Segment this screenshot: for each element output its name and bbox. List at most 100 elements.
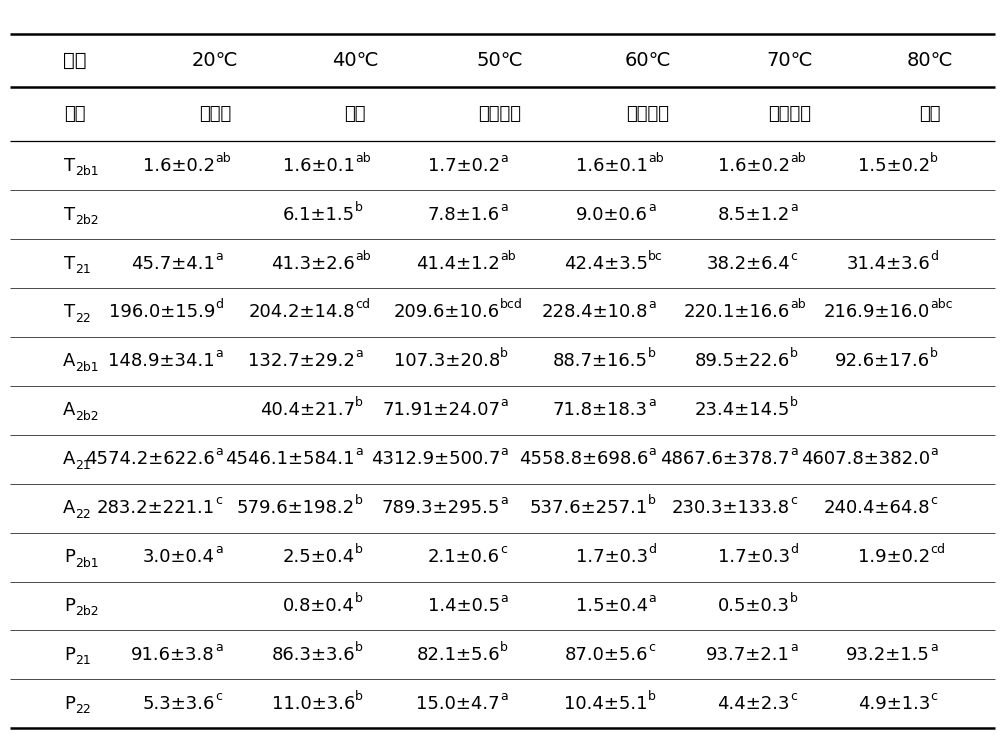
Text: 1.5±0.2: 1.5±0.2 (858, 157, 930, 175)
Text: P: P (64, 646, 75, 664)
Text: 71.8±18.3: 71.8±18.3 (553, 401, 648, 419)
Text: a: a (500, 495, 508, 507)
Text: 4867.6±378.7: 4867.6±378.7 (660, 450, 790, 468)
Text: 204.2±14.8: 204.2±14.8 (248, 303, 355, 321)
Text: cd: cd (930, 543, 945, 556)
Text: T: T (64, 255, 75, 273)
Text: 半熟偏生: 半熟偏生 (479, 105, 522, 123)
Text: 2b1: 2b1 (75, 557, 99, 569)
Text: 93.2±1.5: 93.2±1.5 (846, 646, 930, 664)
Text: 4546.1±584.1: 4546.1±584.1 (226, 450, 355, 468)
Text: 11.0±3.6: 11.0±3.6 (272, 695, 355, 713)
Text: c: c (790, 495, 797, 507)
Text: T: T (64, 157, 75, 175)
Text: 93.7±2.1: 93.7±2.1 (706, 646, 790, 664)
Text: 579.6±198.2: 579.6±198.2 (237, 499, 355, 517)
Text: 2b1: 2b1 (75, 361, 99, 374)
Text: b: b (500, 641, 508, 654)
Text: 0.5±0.3: 0.5±0.3 (718, 597, 790, 615)
Text: P: P (64, 597, 75, 615)
Text: d: d (790, 543, 798, 556)
Text: 熟透: 熟透 (919, 105, 941, 123)
Text: 22: 22 (75, 704, 91, 716)
Text: T: T (64, 205, 75, 223)
Text: a: a (215, 543, 223, 556)
Text: 2b2: 2b2 (75, 606, 99, 619)
Text: P: P (64, 695, 75, 713)
Text: 4607.8±382.0: 4607.8±382.0 (801, 450, 930, 468)
Text: 1.6±0.2: 1.6±0.2 (718, 157, 790, 175)
Text: ab: ab (790, 299, 806, 311)
Text: 2b2: 2b2 (75, 214, 99, 227)
Text: 21: 21 (75, 263, 91, 276)
Text: a: a (648, 445, 656, 458)
Text: T: T (64, 303, 75, 321)
Text: d: d (215, 299, 223, 311)
Text: 240.4±64.8: 240.4±64.8 (824, 499, 930, 517)
Text: b: b (790, 397, 798, 409)
Text: 2b2: 2b2 (75, 410, 99, 423)
Text: 半生半熟: 半生半熟 (626, 105, 670, 123)
Text: a: a (790, 201, 798, 214)
Text: a: a (355, 445, 363, 458)
Text: a: a (790, 641, 798, 654)
Text: 537.6±257.1: 537.6±257.1 (530, 499, 648, 517)
Text: ab: ab (790, 152, 806, 164)
Text: 4.9±1.3: 4.9±1.3 (858, 695, 930, 713)
Text: 86.3±3.6: 86.3±3.6 (271, 646, 355, 664)
Text: 熟度: 熟度 (64, 105, 86, 123)
Text: a: a (355, 347, 363, 360)
Text: 92.6±17.6: 92.6±17.6 (835, 353, 930, 371)
Text: a: a (215, 445, 223, 458)
Text: 4312.9±500.7: 4312.9±500.7 (371, 450, 500, 468)
Text: 82.1±5.6: 82.1±5.6 (416, 646, 500, 664)
Text: 21: 21 (75, 459, 91, 471)
Text: d: d (930, 249, 938, 262)
Text: 228.4±10.8: 228.4±10.8 (542, 303, 648, 321)
Text: 789.3±295.5: 789.3±295.5 (382, 499, 500, 517)
Text: 5.3±3.6: 5.3±3.6 (143, 695, 215, 713)
Text: 4574.2±622.6: 4574.2±622.6 (85, 450, 215, 468)
Text: a: a (215, 347, 223, 360)
Text: 2.5±0.4: 2.5±0.4 (283, 548, 355, 566)
Text: ab: ab (648, 152, 664, 164)
Text: ab: ab (215, 152, 231, 164)
Text: A: A (63, 450, 75, 468)
Text: 7.8±1.6: 7.8±1.6 (428, 205, 500, 223)
Text: abc: abc (930, 299, 953, 311)
Text: 4.4±2.3: 4.4±2.3 (718, 695, 790, 713)
Text: b: b (648, 495, 656, 507)
Text: 非常生: 非常生 (199, 105, 231, 123)
Text: a: a (500, 592, 508, 605)
Text: 1.6±0.2: 1.6±0.2 (143, 157, 215, 175)
Text: 40.4±21.7: 40.4±21.7 (260, 401, 355, 419)
Text: 3.0±0.4: 3.0±0.4 (143, 548, 215, 566)
Text: 31.4±3.6: 31.4±3.6 (846, 255, 930, 273)
Text: a: a (930, 641, 938, 654)
Text: ab: ab (355, 152, 371, 164)
Text: a: a (500, 201, 508, 214)
Text: a: a (500, 445, 508, 458)
Text: 196.0±15.9: 196.0±15.9 (109, 303, 215, 321)
Text: 209.6±10.6: 209.6±10.6 (394, 303, 500, 321)
Text: 指标: 指标 (63, 51, 87, 70)
Text: b: b (355, 690, 363, 703)
Text: a: a (215, 641, 223, 654)
Text: 2b1: 2b1 (75, 165, 99, 178)
Text: 1.6±0.1: 1.6±0.1 (283, 157, 355, 175)
Text: 1.9±0.2: 1.9±0.2 (858, 548, 930, 566)
Text: 1.7±0.2: 1.7±0.2 (428, 157, 500, 175)
Text: 42.4±3.5: 42.4±3.5 (564, 255, 648, 273)
Text: a: a (500, 690, 508, 703)
Text: b: b (930, 347, 938, 360)
Text: c: c (500, 543, 507, 556)
Text: 1.4±0.5: 1.4±0.5 (428, 597, 500, 615)
Text: 87.0±5.6: 87.0±5.6 (564, 646, 648, 664)
Text: c: c (790, 249, 797, 262)
Text: 0.8±0.4: 0.8±0.4 (283, 597, 355, 615)
Text: 230.3±133.8: 230.3±133.8 (672, 499, 790, 517)
Text: b: b (790, 347, 798, 360)
Text: c: c (930, 495, 937, 507)
Text: ab: ab (355, 249, 371, 262)
Text: cd: cd (355, 299, 370, 311)
